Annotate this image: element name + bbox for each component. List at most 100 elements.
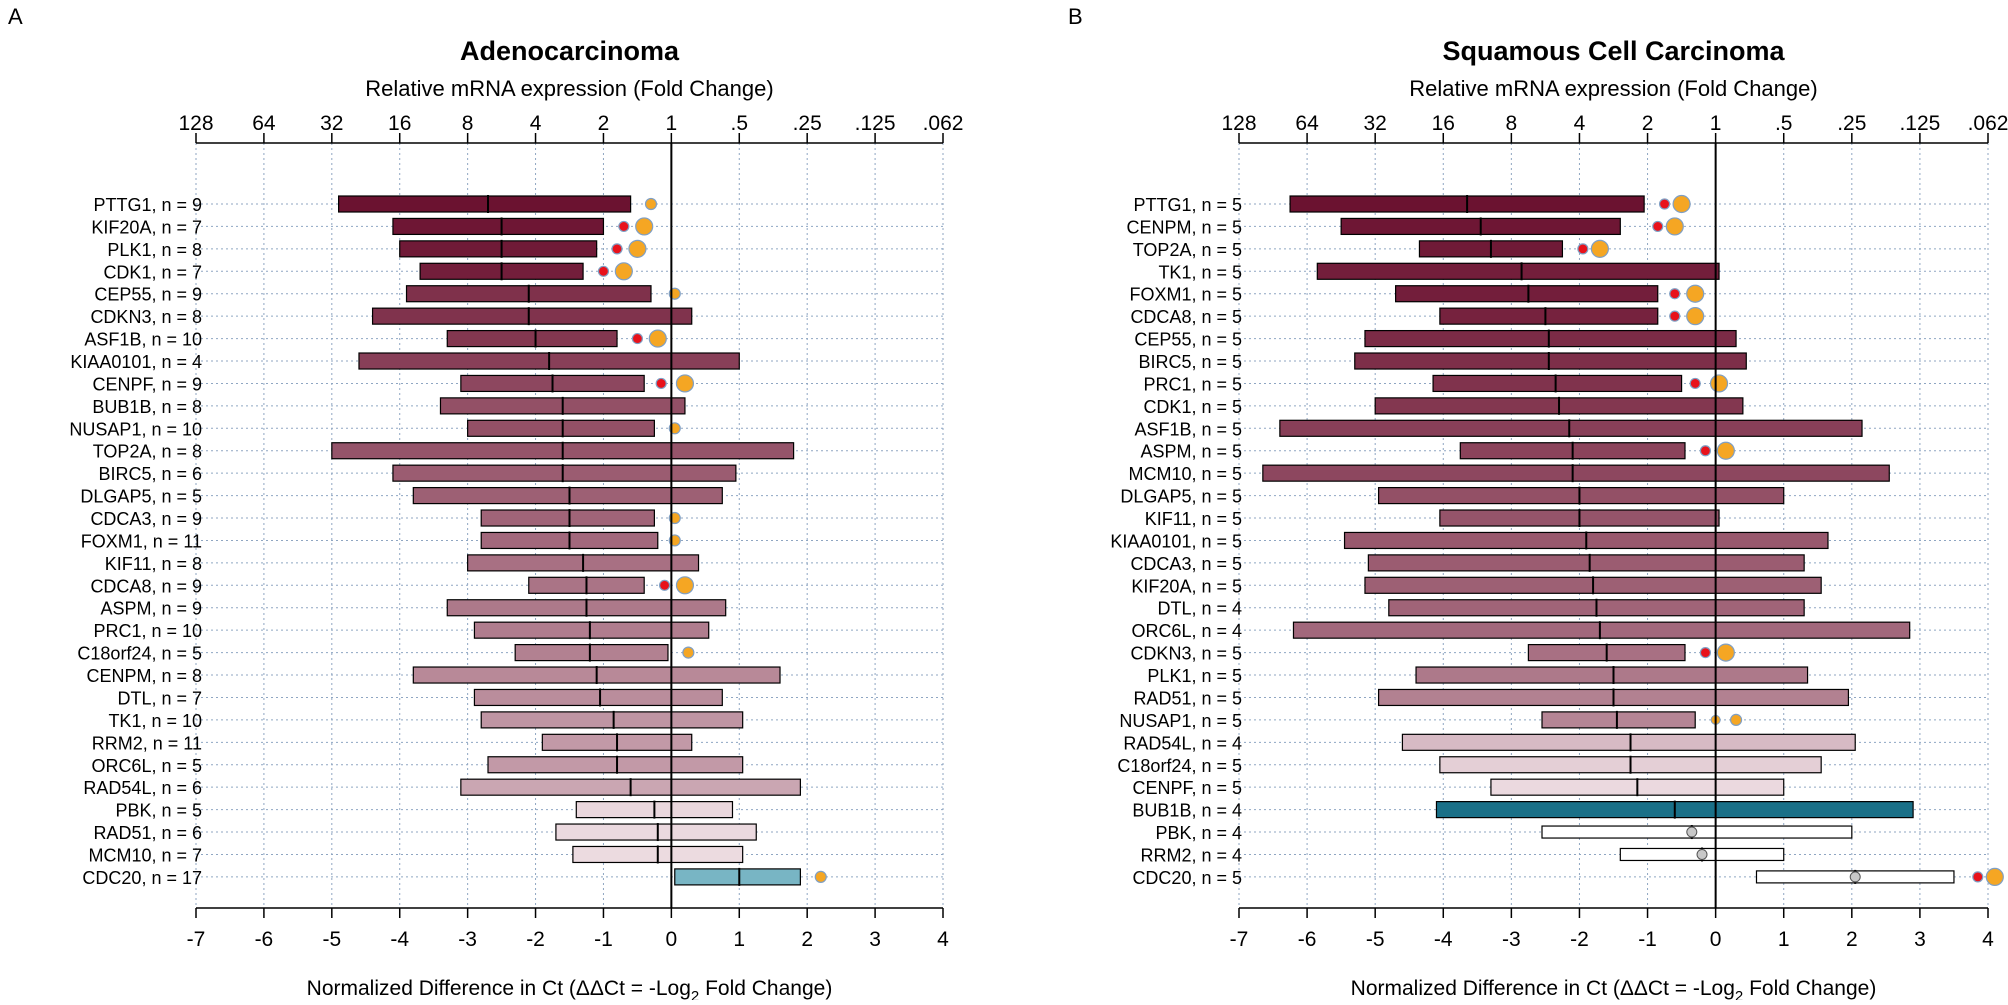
bottom-tick-label: 3 xyxy=(1914,928,1926,951)
gene-label: ASF1B, n = 5 xyxy=(1134,419,1242,439)
gene-label: CDC20, n = 17 xyxy=(82,868,202,888)
orange-dot xyxy=(648,329,667,348)
bottom-tick-label: 4 xyxy=(937,928,949,951)
range-bar xyxy=(1401,733,1856,751)
range-bar xyxy=(446,329,618,348)
gene-label: TK1, n = 5 xyxy=(1158,262,1242,282)
red-dot xyxy=(611,243,623,255)
bottom-tick-label: 3 xyxy=(869,928,881,951)
range-bar xyxy=(487,756,744,774)
gene-label: PRC1, n = 5 xyxy=(1143,374,1242,394)
orange-dot xyxy=(1985,867,2004,887)
top-tick-label: 8 xyxy=(1506,112,1518,135)
bottom-tick-label: 4 xyxy=(1982,928,1994,951)
gene-label: PTTG1, n = 5 xyxy=(1133,195,1242,215)
gene-label: RRM2, n = 11 xyxy=(92,733,202,753)
gene-label: CENPM, n = 8 xyxy=(86,666,202,686)
top-tick-label: 4 xyxy=(1574,112,1586,135)
top-tick-label: 2 xyxy=(1642,112,1654,135)
gene-label: RAD51, n = 5 xyxy=(1133,688,1242,708)
bottom-tick-label: -3 xyxy=(458,928,477,951)
top-tick-label: 1 xyxy=(1710,112,1722,135)
panel-label: A xyxy=(8,4,23,29)
gene-label: DLGAP5, n = 5 xyxy=(1120,487,1242,507)
gene-label: BIRC5, n = 6 xyxy=(98,464,202,484)
red-dot xyxy=(1689,377,1701,390)
gene-label: BIRC5, n = 5 xyxy=(1138,352,1242,372)
gene-label: ASF1B, n = 10 xyxy=(84,330,202,350)
gene-label: KIF11, n = 8 xyxy=(105,554,202,574)
panel-a: A Adenocarcinoma Relative mRNA expression … xyxy=(8,4,964,1005)
orange-dot xyxy=(814,870,827,884)
orange-dot xyxy=(628,239,647,258)
orange-dot xyxy=(1665,217,1684,236)
gene-label: DTL, n = 7 xyxy=(117,688,202,708)
gene-label: C18orf24, n = 5 xyxy=(77,644,202,664)
gene-label: KIF11, n = 5 xyxy=(1145,509,1242,529)
gene-label: CDK1, n = 5 xyxy=(1143,397,1242,417)
gene-label: PBK, n = 5 xyxy=(115,801,202,821)
top-tick-label: .25 xyxy=(1837,112,1866,135)
range-bar xyxy=(1279,419,1863,437)
range-bar xyxy=(480,711,744,729)
bottom-tick-label: 1 xyxy=(1778,928,1790,951)
top-tick-label: .125 xyxy=(1899,112,1940,135)
x-axis-label: Normalized Difference in Ct (ΔΔCt = -Log… xyxy=(307,977,833,1000)
gene-label: ORC6L, n = 4 xyxy=(1131,621,1242,641)
gene-label: KIAA0101, n = 4 xyxy=(70,352,202,372)
orange-dot xyxy=(1672,194,1691,214)
top-tick-label: 128 xyxy=(178,112,213,135)
gene-label: TK1, n = 10 xyxy=(108,711,202,731)
red-dot xyxy=(655,377,667,390)
range-bar xyxy=(1415,666,1809,684)
top-tick-label: .5 xyxy=(731,112,749,135)
range-bar xyxy=(473,688,723,707)
gene-label: MCM10, n = 5 xyxy=(1128,464,1242,484)
orange-dot xyxy=(635,217,654,236)
orange-dot xyxy=(682,646,695,659)
gene-label: CDCA8, n = 9 xyxy=(90,576,202,596)
top-tick-label: 64 xyxy=(252,112,276,135)
orange-dot xyxy=(1716,643,1735,662)
bottom-tick-label: -1 xyxy=(594,928,613,951)
gene-label: CEP55, n = 9 xyxy=(94,285,202,305)
top-tick-label: 64 xyxy=(1295,112,1319,135)
range-bar xyxy=(1354,352,1747,370)
range-bar xyxy=(412,486,723,505)
gene-label: RAD54L, n = 6 xyxy=(83,778,202,798)
red-dot xyxy=(618,220,630,233)
gene-label: CDCA8, n = 5 xyxy=(1130,307,1242,327)
gene-label: DLGAP5, n = 5 xyxy=(80,487,202,507)
gene-label: C18orf24, n = 5 xyxy=(1117,756,1242,776)
x-axis-label: Normalized Difference in Ct (ΔΔCt = -Log… xyxy=(1351,977,1877,1000)
top-tick-label: .25 xyxy=(793,112,822,135)
bottom-tick-label: -7 xyxy=(1230,928,1249,951)
top-tick-label: 32 xyxy=(320,112,343,135)
gene-label: CENPM, n = 5 xyxy=(1126,217,1242,237)
chart-title: Squamous Cell Carcinoma xyxy=(1442,36,1785,66)
range-bar xyxy=(1395,285,1659,303)
orange-dot xyxy=(1716,441,1735,460)
orange-dot xyxy=(1686,307,1705,326)
bottom-tick-label: -5 xyxy=(1366,928,1385,951)
bottom-tick-label: -3 xyxy=(1502,928,1521,951)
gene-label: CDK1, n = 7 xyxy=(103,262,202,282)
red-dot xyxy=(1699,646,1712,659)
orange-dot xyxy=(644,197,658,211)
top-tick-label: .062 xyxy=(923,112,964,135)
bottom-tick-label: 2 xyxy=(1846,928,1858,951)
gene-label: FOXM1, n = 11 xyxy=(81,531,202,551)
range-bar xyxy=(555,823,757,841)
gene-label: RRM2, n = 4 xyxy=(1140,845,1242,865)
top-tick-label: 16 xyxy=(388,112,411,135)
gene-label: RAD51, n = 6 xyxy=(93,823,202,843)
orange-dot xyxy=(675,576,695,595)
gene-label: NUSAP1, n = 10 xyxy=(69,419,202,439)
top-tick-label: 2 xyxy=(598,112,610,135)
gene-label: PTTG1, n = 9 xyxy=(93,195,202,215)
range-bar xyxy=(1262,464,1890,482)
red-dot xyxy=(1577,243,1589,255)
gene-label: PLK1, n = 8 xyxy=(107,240,202,260)
range-bar xyxy=(392,464,737,482)
